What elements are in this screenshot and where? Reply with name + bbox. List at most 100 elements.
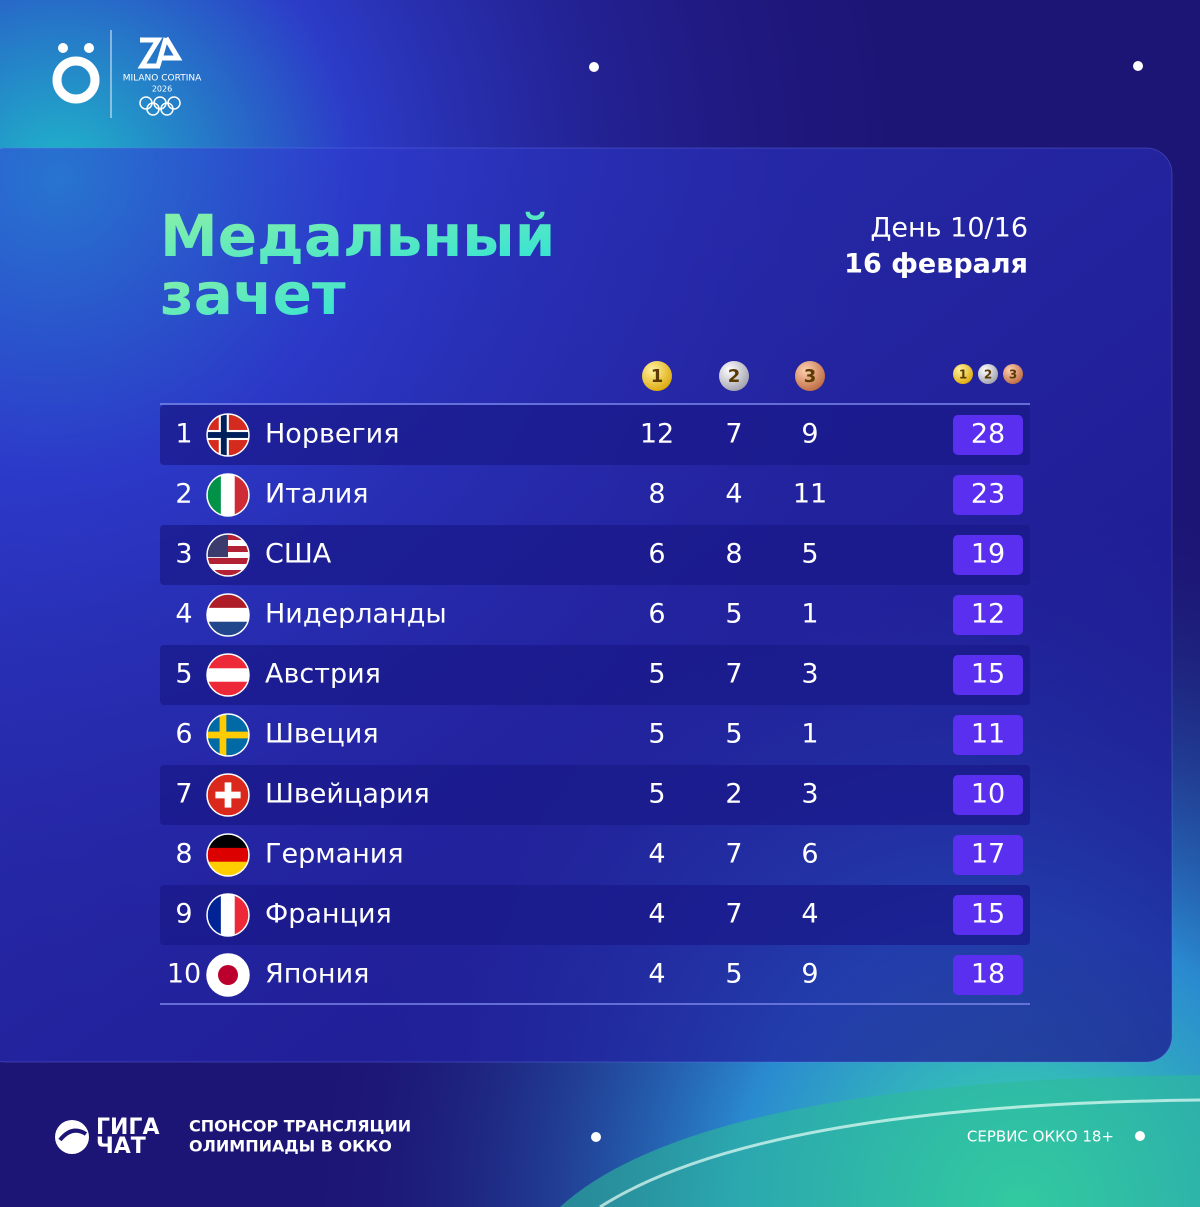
sponsor: СПОНСОР ТРАНСЛЯЦИИ xyxy=(189,1117,411,1136)
total: 10 xyxy=(971,779,1005,810)
medal-icon xyxy=(719,361,749,391)
medal-icon-label: 1 xyxy=(651,366,664,387)
total: 19 xyxy=(971,539,1005,570)
medal-count: 6 xyxy=(648,539,665,570)
row-band xyxy=(160,525,1030,585)
flag-ring xyxy=(206,713,250,757)
medal-count: 4 xyxy=(801,899,818,930)
flag-part xyxy=(207,731,249,739)
medal-count: 1 xyxy=(801,719,818,750)
sponsor: ОЛИМПИАДЫ В ОККО xyxy=(189,1137,392,1156)
medal-count: 11 xyxy=(793,479,827,510)
medal-count: 7 xyxy=(725,419,742,450)
country: Франция xyxy=(265,899,392,930)
medal-icon-label: 2 xyxy=(984,368,992,382)
medal-icon xyxy=(978,364,998,384)
dot xyxy=(1133,61,1143,71)
gigachat-icon xyxy=(55,1120,89,1154)
row-band xyxy=(160,645,1030,705)
flag-ring xyxy=(206,593,250,637)
medal-count: 9 xyxy=(801,419,818,450)
flag-ring xyxy=(206,953,250,997)
flag-part xyxy=(207,570,249,576)
panel xyxy=(0,147,1173,1063)
flag-part xyxy=(215,791,241,799)
flag xyxy=(207,654,249,696)
rank: 3 xyxy=(175,539,192,570)
flag-part xyxy=(220,474,236,516)
service: СЕРВИС ОККО 18+ xyxy=(967,1128,1114,1146)
medal-count: 1 xyxy=(801,599,818,630)
flag-part xyxy=(207,847,249,863)
flag-ring xyxy=(206,473,250,517)
medal-count: 8 xyxy=(648,479,665,510)
gigachat-icon xyxy=(58,1128,88,1142)
country: Италия xyxy=(265,479,369,510)
total-box xyxy=(953,715,1023,755)
rank: 6 xyxy=(175,719,192,750)
flag-ring xyxy=(206,533,250,577)
medal-count: 5 xyxy=(725,959,742,990)
logo-event: MILANO CORTINA xyxy=(123,74,202,84)
flag-ring xyxy=(206,413,250,457)
medal-count: 3 xyxy=(801,659,818,690)
flag-ring xyxy=(206,833,250,877)
medal-count: 5 xyxy=(801,539,818,570)
medal-count: 2 xyxy=(725,779,742,810)
medal-count: 5 xyxy=(648,779,665,810)
flag-part xyxy=(207,668,249,682)
rank: 8 xyxy=(175,839,192,870)
medal-icon xyxy=(642,361,672,391)
dot xyxy=(1135,1131,1145,1141)
brand: ЧАТ xyxy=(96,1134,146,1159)
flag-part xyxy=(207,558,249,565)
country: Нидерланды xyxy=(265,599,447,630)
okko-logo xyxy=(52,30,112,118)
medal-count: 5 xyxy=(648,659,665,690)
total-box xyxy=(953,535,1023,575)
medal-count: 4 xyxy=(648,839,665,870)
title-line: Медальный xyxy=(160,202,555,270)
decor xyxy=(560,1075,1200,1207)
flag-ring xyxy=(206,653,250,697)
medal-count: 6 xyxy=(801,839,818,870)
total: 18 xyxy=(971,959,1005,990)
country: Германия xyxy=(265,839,404,870)
olympic-logo: MILANO CORTINA 2026 xyxy=(123,36,202,116)
medal-count: 12 xyxy=(640,419,674,450)
dot xyxy=(589,62,599,72)
row-band xyxy=(160,885,1030,945)
medal-count: 4 xyxy=(648,899,665,930)
total: 11 xyxy=(971,719,1005,750)
total-box xyxy=(953,895,1023,935)
country: Норвегия xyxy=(265,419,399,450)
country: Швейцария xyxy=(265,779,430,810)
medal-icon-label: 2 xyxy=(728,366,741,387)
day: День 10/16 xyxy=(870,213,1028,244)
medal-icon-label: 3 xyxy=(1009,368,1017,382)
flag xyxy=(207,414,249,456)
total-box xyxy=(953,475,1023,515)
medal-count: 9 xyxy=(801,959,818,990)
medal-count: 8 xyxy=(725,539,742,570)
flag-part xyxy=(207,564,249,571)
flag-part xyxy=(220,894,236,936)
total-box xyxy=(953,595,1023,635)
medal-count: 7 xyxy=(725,899,742,930)
country: Австрия xyxy=(265,659,381,690)
medal-icon xyxy=(795,361,825,391)
medal-count: 4 xyxy=(648,959,665,990)
medal-count: 5 xyxy=(725,599,742,630)
total-box xyxy=(953,655,1023,695)
total-box xyxy=(953,955,1023,995)
rank: 10 xyxy=(167,959,201,990)
footer: ГИГА ЧАТ СПОНСОР ТРАНСЛЯЦИИ ОЛИМПИАДЫ В … xyxy=(55,1115,1114,1159)
total-box xyxy=(953,415,1023,455)
total: 12 xyxy=(971,599,1005,630)
total: 28 xyxy=(971,419,1005,450)
medal-table: 1 12 23 31 Норвегия 12 7 9 282 Италия 8 4 11 233 США 6 8… xyxy=(160,361,1030,1005)
rank: 9 xyxy=(175,899,192,930)
flag-part xyxy=(218,965,238,985)
